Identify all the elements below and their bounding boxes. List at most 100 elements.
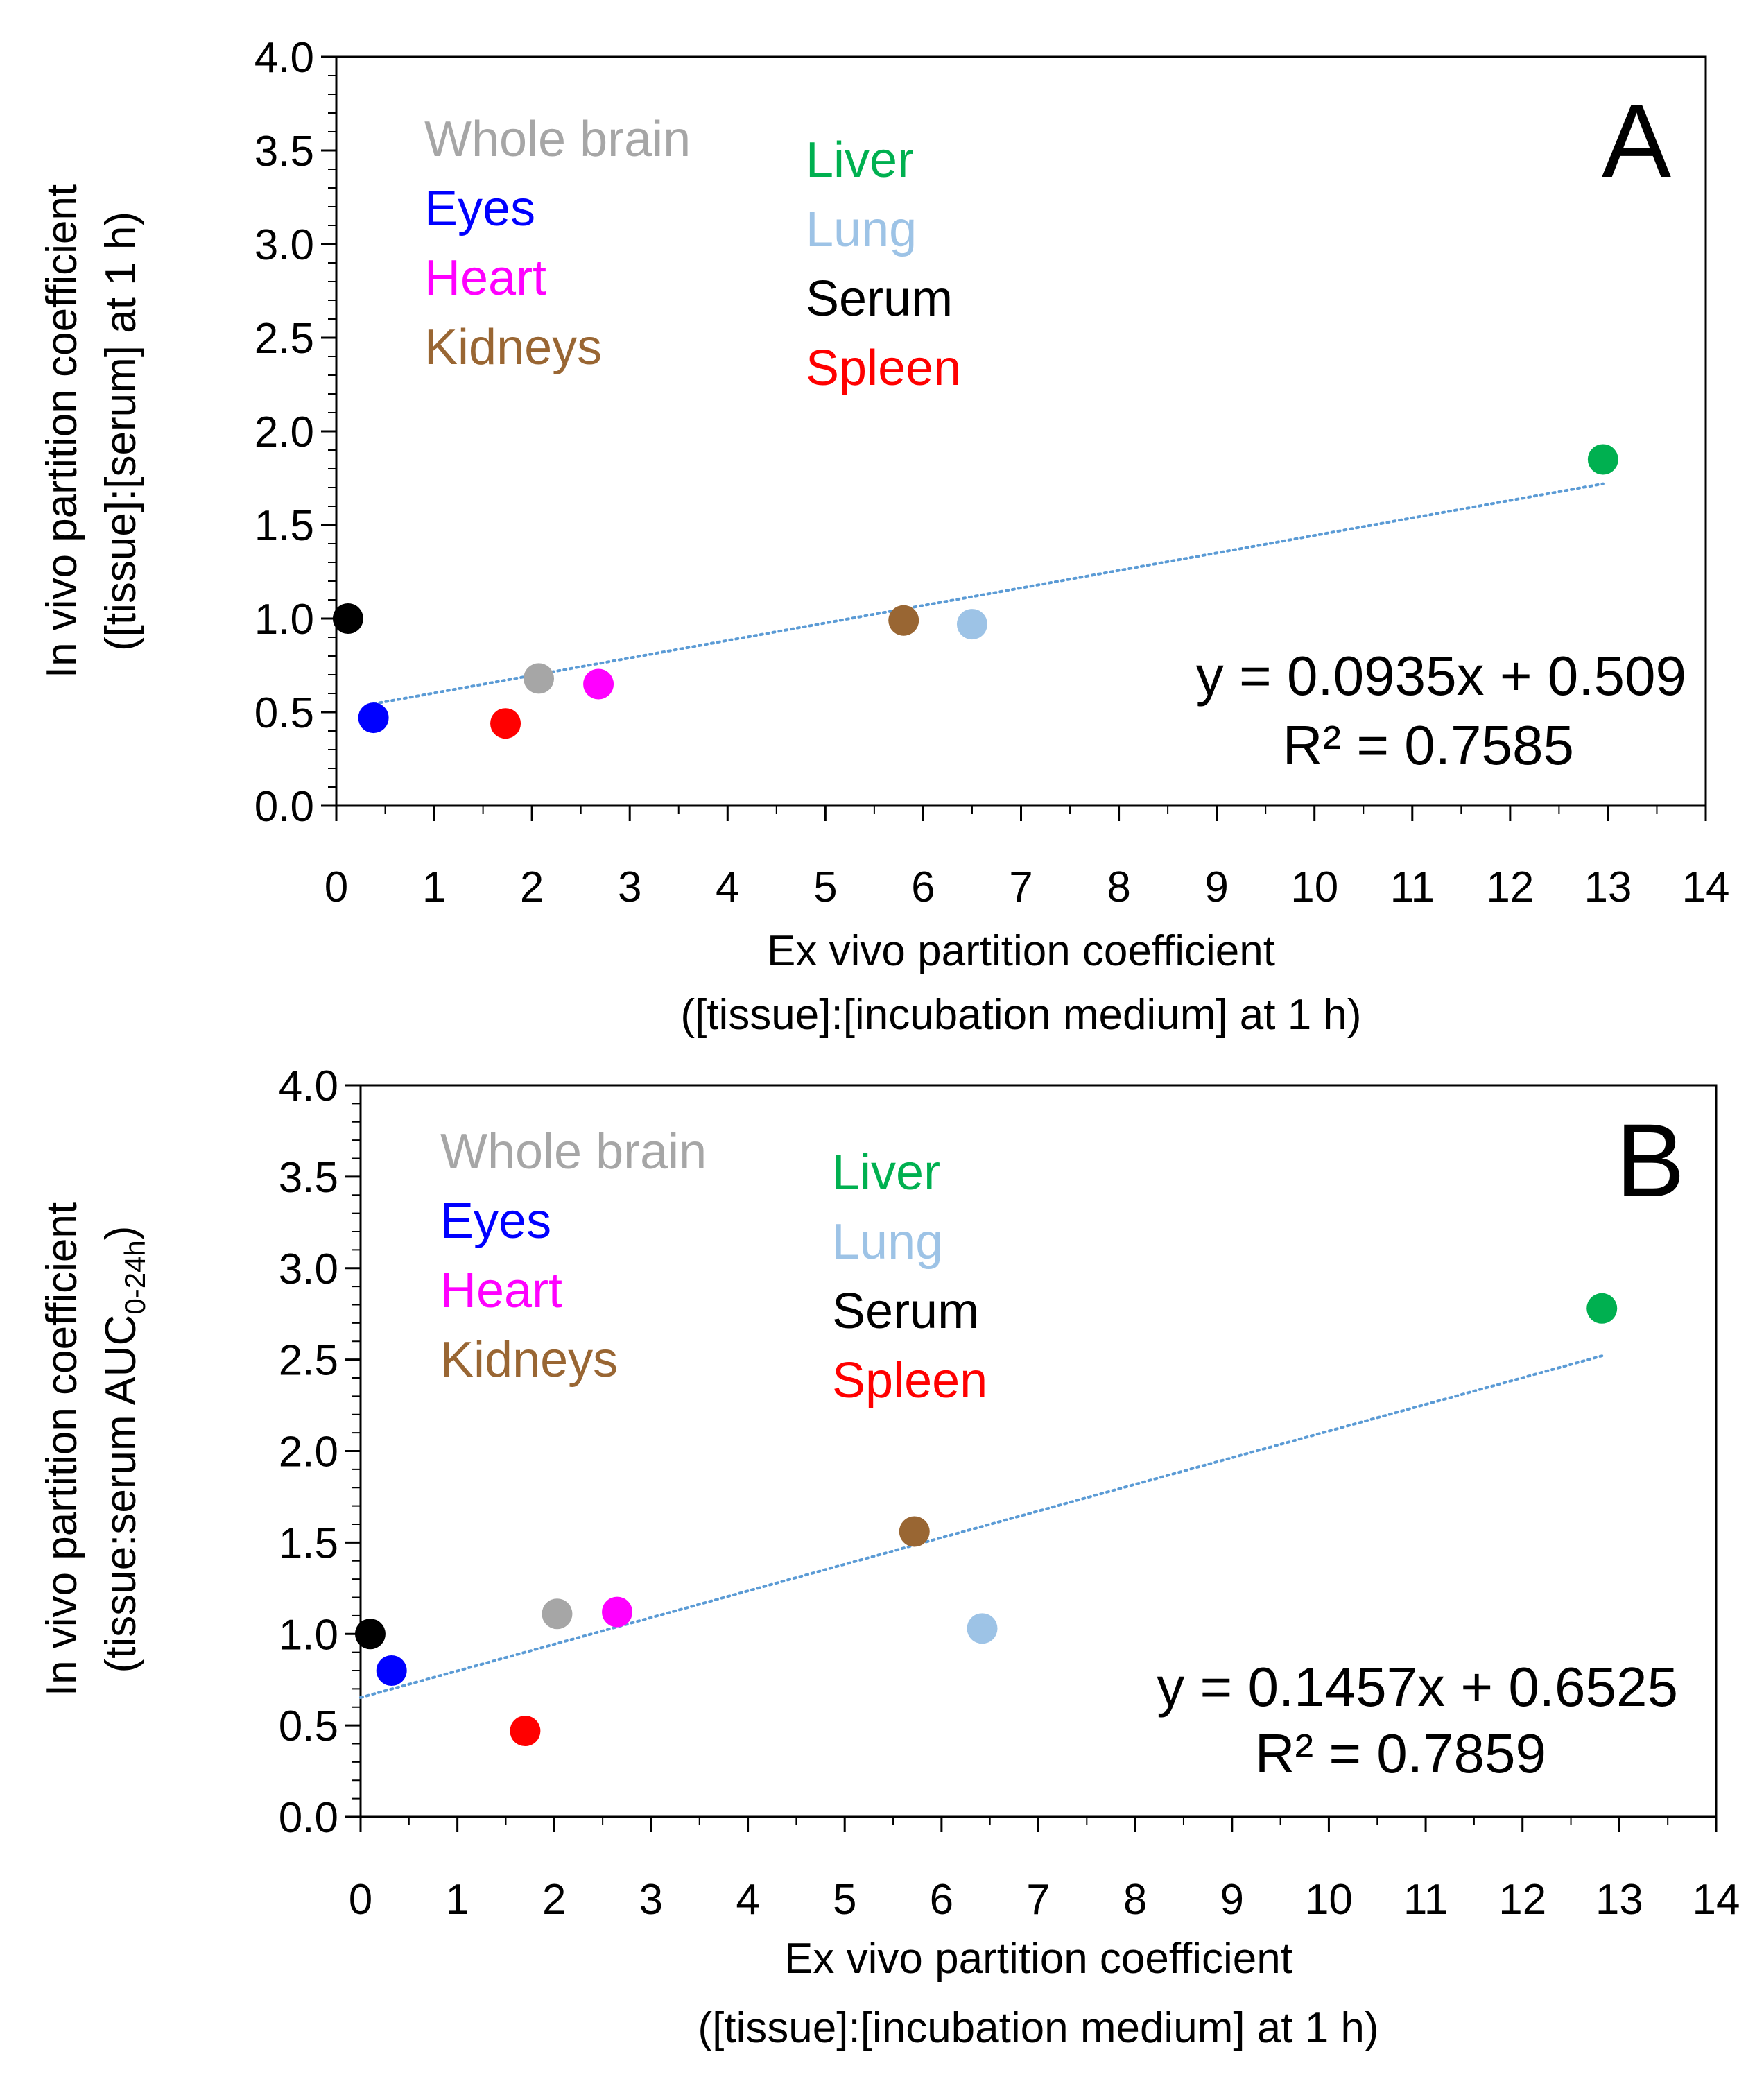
data-point-kidneys [899, 1516, 930, 1547]
y-tick-label: 3.5 [254, 128, 314, 175]
y-axis-title: In vivo partition coefficient [38, 184, 86, 678]
y-tick-label: 2.0 [254, 408, 314, 456]
legend-entry-lung: Lung [832, 1214, 943, 1270]
x-tick-label: 0 [325, 863, 348, 911]
y-tick-label: 0.0 [254, 783, 314, 831]
y-tick-label: 1.0 [254, 596, 314, 644]
legend-entry-lung: Lung [806, 202, 917, 257]
x-tick-label: 12 [1486, 863, 1534, 911]
legend-entry-serum: Serum [806, 271, 953, 327]
r-squared-label: R² = 0.7859 [1255, 1723, 1546, 1784]
y-axis-subtitle: ([tissue]:[serum] at 1 h) [97, 212, 145, 651]
x-tick-label: 3 [618, 863, 641, 911]
y-tick-label: 1.0 [279, 1611, 338, 1659]
panel-label: A [1602, 83, 1671, 199]
x-tick-label: 12 [1498, 1876, 1546, 1924]
y-axis-subtitle-main: (tissue:serum AUC [97, 1315, 145, 1673]
legend-entry-eyes: Eyes [440, 1193, 551, 1249]
x-axis-title: Ex vivo partition coefficient [767, 927, 1275, 975]
x-tick-label: 1 [445, 1876, 469, 1924]
x-tick-label: 3 [639, 1876, 663, 1924]
x-tick-label: 2 [542, 1876, 566, 1924]
legend-entry-kidneys: Kidneys [424, 320, 602, 375]
x-tick-label: 8 [1107, 863, 1130, 911]
legend-entry-serum: Serum [832, 1284, 979, 1339]
x-tick-label: 6 [911, 863, 935, 911]
x-tick-label: 13 [1584, 863, 1632, 911]
data-point-heart [583, 668, 614, 700]
data-point-eyes [376, 1655, 407, 1686]
x-tick-label: 5 [813, 863, 837, 911]
legend-entry-whole-brain: Whole brain [440, 1124, 707, 1180]
x-tick-label: 4 [716, 863, 739, 911]
x-tick-label: 7 [1009, 863, 1032, 911]
data-point-serum [332, 603, 363, 634]
y-tick-label: 3.0 [279, 1245, 338, 1293]
x-tick-label: 10 [1290, 863, 1338, 911]
legend-entry-liver: Liver [806, 132, 914, 188]
y-tick-label: 0.5 [279, 1702, 338, 1750]
y-tick-label: 0.5 [254, 689, 314, 737]
data-point-liver [1586, 1293, 1618, 1324]
data-point-whole-brain [524, 663, 555, 694]
y-tick-label: 1.5 [279, 1519, 338, 1567]
x-tick-label: 9 [1204, 863, 1228, 911]
data-point-kidneys [888, 605, 919, 636]
trendline-equation: y = 0.1457x + 0.6525 [1157, 1656, 1678, 1718]
legend-entry-spleen: Spleen [832, 1353, 987, 1408]
x-tick-label: 6 [930, 1876, 953, 1924]
legend-entry-liver: Liver [832, 1145, 940, 1200]
x-tick-label: 7 [1026, 1876, 1050, 1924]
y-tick-label: 1.5 [254, 502, 314, 550]
data-point-lung [967, 1613, 998, 1644]
y-axis-title: In vivo partition coefficient [38, 1202, 86, 1696]
x-tick-label: 14 [1693, 1876, 1740, 1924]
y-tick-label: 0.0 [279, 1794, 338, 1842]
trendline-equation: y = 0.0935x + 0.509 [1196, 645, 1686, 707]
data-point-spleen [510, 1716, 541, 1747]
data-point-whole-brain [542, 1598, 573, 1630]
data-point-serum [354, 1619, 386, 1650]
data-point-eyes [358, 702, 389, 734]
x-tick-label: 9 [1220, 1876, 1244, 1924]
x-tick-label: 11 [1390, 863, 1435, 911]
x-tick-label: 4 [736, 1876, 759, 1924]
r-squared-label: R² = 0.7585 [1283, 714, 1574, 776]
x-tick-label: 0 [349, 1876, 372, 1924]
y-tick-label: 3.5 [279, 1154, 338, 1202]
trendline [359, 1354, 1604, 1699]
legend-entry-heart: Heart [424, 250, 546, 306]
legend-entry-spleen: Spleen [806, 340, 961, 396]
x-tick-label: 13 [1596, 1876, 1643, 1924]
x-tick-label: 2 [520, 863, 544, 911]
x-tick-label: 5 [833, 1876, 856, 1924]
x-tick-label: 8 [1123, 1876, 1147, 1924]
x-tick-label: 11 [1403, 1876, 1448, 1924]
legend-entry-eyes: Eyes [424, 181, 535, 236]
chart-panel-B: 0.00.51.01.52.02.53.03.54.00 1 2 3 4 5 6 7 8 9 10 1… [38, 1062, 1740, 2052]
x-tick-label: 1 [422, 863, 446, 911]
y-tick-label: 2.5 [254, 315, 314, 363]
legend-entry-heart: Heart [440, 1263, 562, 1318]
y-tick-label: 4.0 [254, 34, 314, 82]
y-tick-label: 2.5 [279, 1337, 338, 1385]
panel-label: B [1616, 1102, 1685, 1218]
y-axis-subtitle-subscript: 0-24h [119, 1240, 151, 1314]
y-axis-subtitle-close: ) [97, 1226, 145, 1241]
y-tick-label: 3.0 [254, 221, 314, 269]
x-axis-subtitle: ([tissue]:[incubation medium] at 1 h) [698, 2004, 1378, 2052]
trendline [372, 482, 1605, 705]
y-tick-label: 4.0 [279, 1062, 338, 1110]
x-axis-title: Ex vivo partition coefficient [784, 1935, 1292, 1983]
legend-entry-whole-brain: Whole brain [424, 112, 691, 167]
data-point-lung [956, 609, 987, 640]
y-tick-label: 2.0 [279, 1429, 338, 1476]
x-tick-label: 10 [1305, 1876, 1353, 1924]
y-axis-subtitle: (tissue:serum AUC0-24h) [97, 1226, 151, 1673]
data-point-spleen [490, 708, 521, 739]
x-axis-subtitle: ([tissue]:[incubation medium] at 1 h) [680, 991, 1361, 1039]
x-tick-label: 14 [1682, 863, 1730, 911]
data-point-heart [602, 1596, 633, 1628]
chart-panel-A: 0.00.51.01.52.02.53.03.54.00 1 2 3 4 5 6 7 8 9 10 1… [38, 34, 1729, 1039]
